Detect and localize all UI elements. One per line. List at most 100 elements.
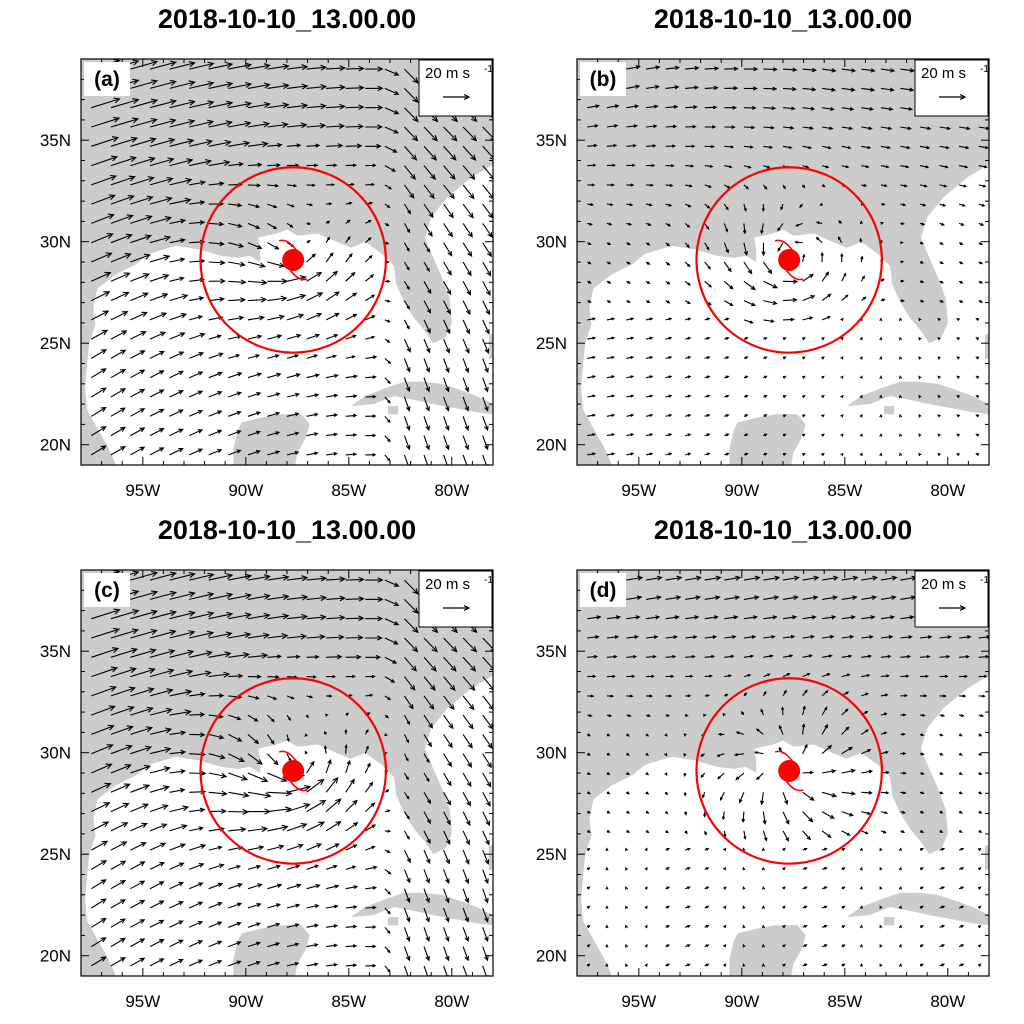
wind-vector [763, 433, 768, 437]
wind-vector [919, 222, 926, 226]
x-tick-label: 85W [331, 481, 366, 500]
wind-vector [110, 388, 126, 398]
wind-vector [685, 674, 694, 678]
wind-vector [91, 252, 113, 263]
wind-vector [665, 222, 672, 227]
wind-vector [977, 886, 982, 890]
wind-vector [919, 635, 933, 639]
wind-vector [665, 615, 680, 620]
wind-vector [365, 885, 378, 890]
wind-vector [267, 334, 283, 340]
wind-vector [189, 180, 207, 186]
wind-vector [956, 317, 960, 321]
wind-vector [859, 847, 863, 852]
wind-vector [978, 126, 989, 131]
wind-vector [900, 299, 906, 303]
wind-vector [606, 163, 617, 167]
wind-vector [840, 317, 844, 322]
wind-vector [326, 451, 338, 456]
wind-vector [645, 163, 656, 168]
wind-vector [605, 963, 609, 967]
wind-vector [821, 452, 825, 457]
wind-vector [323, 745, 327, 754]
wind-vector [743, 575, 761, 581]
wind-vector [645, 829, 650, 833]
wind-vector [403, 281, 410, 291]
wind-vector [626, 694, 634, 698]
wind-vector [956, 375, 960, 379]
wind-vector [208, 902, 223, 909]
wind-vector [743, 165, 752, 169]
wind-vector [345, 905, 358, 909]
wind-vector [169, 197, 192, 205]
wind-vector [384, 926, 391, 935]
wind-vector [423, 676, 436, 691]
wind-vector [645, 635, 659, 639]
wind-vector [724, 615, 739, 620]
wind-vector [719, 792, 725, 802]
map-area [81, 59, 493, 465]
wind-vector [247, 922, 262, 928]
wind-vector [130, 388, 146, 398]
wind-vector [267, 82, 290, 90]
wind-vector [841, 830, 851, 836]
wind-vector [247, 63, 271, 70]
wind-vector [384, 789, 390, 793]
wind-vector [704, 575, 722, 581]
wind-vector [664, 752, 668, 757]
wind-vector [665, 203, 673, 207]
wind-vector [228, 592, 253, 600]
wind-vector [685, 65, 700, 71]
wind-vector [443, 830, 451, 846]
wind-vector [443, 734, 453, 749]
wind-vector [423, 830, 431, 845]
wind-vector [861, 87, 876, 92]
wind-vector [939, 810, 944, 814]
wind-vector [841, 634, 855, 639]
wind-vector [326, 694, 333, 698]
wind-vector [587, 635, 600, 639]
wind-vector [130, 350, 146, 359]
wind-vector [306, 122, 327, 129]
wind-vector [228, 864, 242, 870]
storm-radius-circle [199, 677, 387, 865]
wind-vector [365, 433, 377, 438]
wind-vector [482, 830, 490, 846]
wind-vector [685, 595, 702, 601]
wind-vector [423, 281, 432, 295]
wind-vector [859, 886, 863, 890]
wind-vector [587, 615, 602, 620]
wind-vector [743, 673, 752, 678]
wind-vector [228, 733, 243, 742]
wind-vector [704, 674, 713, 678]
wind-vector [626, 336, 635, 340]
wind-vector [423, 416, 430, 432]
wind-vector [859, 237, 863, 243]
wind-vector [919, 810, 925, 814]
wind-vector [684, 830, 688, 835]
wind-vector [704, 203, 711, 209]
wind-vector [267, 753, 279, 766]
wind-vector [286, 883, 302, 890]
wind-vector [777, 223, 784, 232]
wind-vector [247, 695, 260, 700]
wind-vector [802, 595, 819, 601]
wind-vector [267, 63, 290, 70]
wind-vector [587, 124, 599, 128]
wind-vector [780, 203, 784, 211]
wind-vector [462, 165, 476, 181]
wind-vector [815, 221, 823, 225]
wind-vector [462, 454, 470, 465]
wind-vector [822, 768, 837, 774]
wind-vector [384, 733, 388, 736]
wind-vector [169, 730, 187, 736]
wind-vector [665, 674, 675, 678]
wind-vector [743, 86, 758, 91]
wind-vector [735, 772, 745, 781]
wind-vector [326, 103, 346, 110]
wind-vector [267, 613, 290, 620]
wind-vector [665, 905, 671, 909]
wind-vector [247, 121, 271, 128]
wind-vector [91, 860, 108, 870]
wind-vector [247, 430, 262, 437]
